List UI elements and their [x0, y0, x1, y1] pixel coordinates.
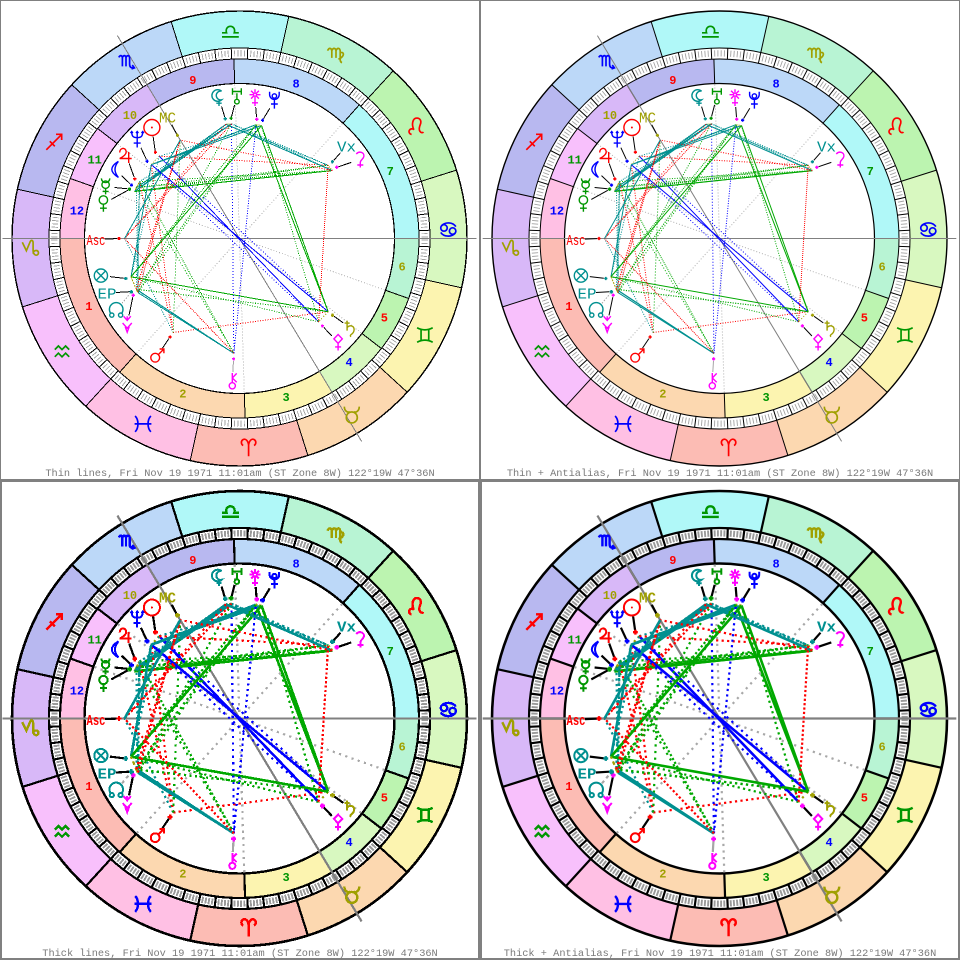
svg-text:MC: MC — [639, 110, 656, 127]
svg-text:7: 7 — [867, 645, 874, 659]
svg-text:11: 11 — [567, 153, 581, 167]
svg-text:Asc: Asc — [87, 233, 106, 250]
svg-text:EP: EP — [98, 767, 117, 784]
svg-text:8: 8 — [772, 558, 779, 572]
svg-text:5: 5 — [861, 792, 868, 806]
svg-text:7: 7 — [867, 165, 874, 179]
svg-text:12: 12 — [70, 685, 84, 699]
svg-text:5: 5 — [381, 792, 388, 806]
svg-text:Thin + Antialias, Fri Nov 19 1: Thin + Antialias, Fri Nov 19 1971 11:01a… — [507, 468, 933, 480]
svg-text:11: 11 — [87, 633, 101, 647]
svg-text:1: 1 — [85, 780, 92, 794]
svg-text:8: 8 — [292, 78, 299, 92]
svg-text:9: 9 — [189, 554, 196, 568]
svg-text:10: 10 — [603, 109, 617, 123]
svg-text:10: 10 — [123, 589, 137, 603]
svg-text:MC: MC — [639, 590, 656, 607]
svg-text:Vx: Vx — [337, 620, 356, 637]
svg-text:EP: EP — [578, 767, 597, 784]
svg-text:3: 3 — [282, 871, 289, 885]
svg-text:Thin lines, Fri Nov 19 1971 11: Thin lines, Fri Nov 19 1971 11:01am (ST … — [45, 468, 434, 480]
svg-text:Thick + Antialias, Fri Nov 19: Thick + Antialias, Fri Nov 19 1971 11:01… — [504, 948, 937, 960]
svg-text:11: 11 — [567, 633, 581, 647]
svg-text:6: 6 — [878, 741, 885, 755]
svg-text:2: 2 — [179, 388, 186, 402]
svg-text:9: 9 — [189, 74, 196, 88]
svg-text:4: 4 — [825, 356, 832, 370]
svg-text:Asc: Asc — [567, 713, 586, 730]
svg-text:5: 5 — [861, 312, 868, 326]
svg-text:12: 12 — [550, 685, 564, 699]
svg-text:Asc: Asc — [87, 713, 106, 730]
svg-text:9: 9 — [669, 554, 676, 568]
svg-text:3: 3 — [762, 391, 769, 405]
svg-text:MC: MC — [159, 590, 176, 607]
svg-text:Vx: Vx — [817, 140, 836, 157]
svg-text:EP: EP — [578, 287, 597, 304]
svg-text:10: 10 — [123, 109, 137, 123]
svg-text:9: 9 — [669, 74, 676, 88]
svg-text:1: 1 — [565, 300, 572, 314]
svg-text:EP: EP — [98, 287, 117, 304]
svg-text:Vx: Vx — [817, 620, 836, 637]
svg-text:12: 12 — [550, 205, 564, 219]
svg-text:7: 7 — [387, 645, 394, 659]
svg-text:3: 3 — [282, 391, 289, 405]
svg-text:2: 2 — [179, 868, 186, 882]
svg-text:5: 5 — [381, 312, 388, 326]
svg-text:MC: MC — [159, 110, 176, 127]
svg-text:8: 8 — [772, 78, 779, 92]
svg-text:6: 6 — [398, 741, 405, 755]
svg-text:Asc: Asc — [567, 233, 586, 250]
svg-text:2: 2 — [659, 868, 666, 882]
svg-text:4: 4 — [825, 836, 832, 850]
svg-text:3: 3 — [762, 871, 769, 885]
svg-text:12: 12 — [70, 205, 84, 219]
svg-text:Vx: Vx — [337, 140, 356, 157]
svg-text:1: 1 — [565, 780, 572, 794]
svg-text:6: 6 — [878, 261, 885, 275]
svg-text:1: 1 — [85, 300, 92, 314]
svg-text:8: 8 — [292, 558, 299, 572]
svg-text:10: 10 — [603, 589, 617, 603]
svg-text:4: 4 — [345, 356, 352, 370]
svg-text:2: 2 — [659, 388, 666, 402]
svg-text:Thick lines, Fri Nov 19 1971 1: Thick lines, Fri Nov 19 1971 11:01am (ST… — [42, 948, 437, 960]
svg-text:4: 4 — [345, 836, 352, 850]
svg-text:7: 7 — [387, 165, 394, 179]
svg-text:6: 6 — [398, 261, 405, 275]
svg-text:11: 11 — [87, 153, 101, 167]
